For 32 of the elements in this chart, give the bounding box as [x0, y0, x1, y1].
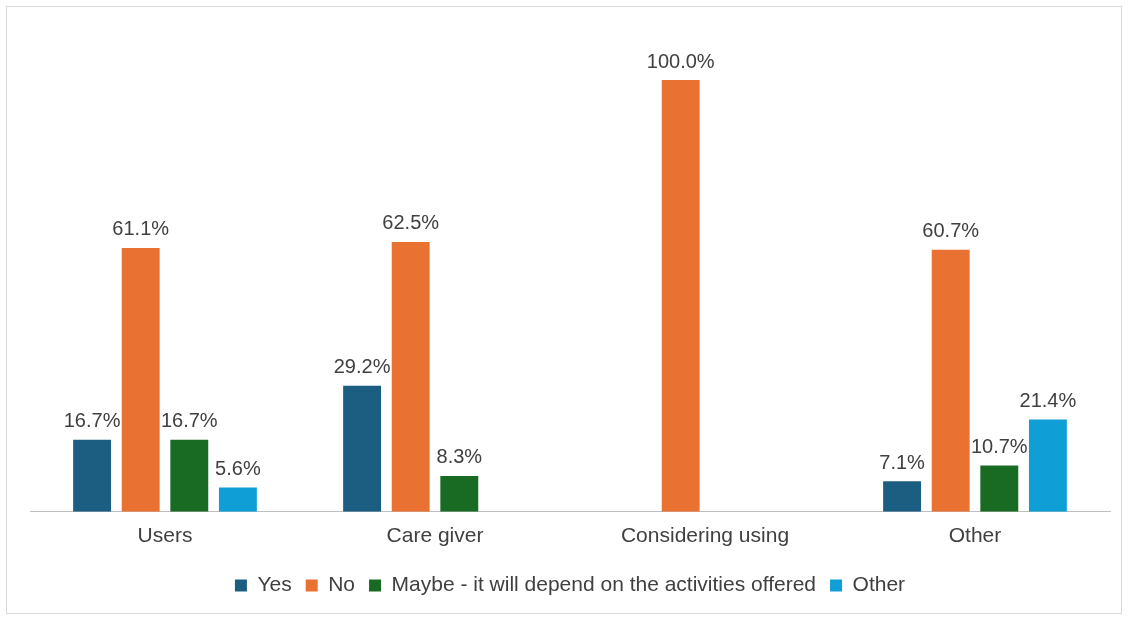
bar: [883, 481, 922, 512]
data-label: 16.7%: [160, 409, 218, 432]
data-label: 29.2%: [333, 355, 391, 378]
data-label: 10.7%: [970, 435, 1028, 458]
x-tick-label: Care giver: [386, 523, 484, 547]
data-label: 7.1%: [879, 450, 926, 473]
bar: [980, 465, 1019, 512]
bar: [661, 80, 700, 512]
legend-label: Yes: [257, 572, 292, 596]
x-tick-label: Other: [948, 523, 1002, 547]
legend-label: Maybe - it will depend on the activities offered: [391, 572, 817, 596]
bar: [73, 439, 112, 512]
x-tick-label: Users: [137, 523, 193, 547]
bar: [1028, 419, 1067, 512]
data-label: 16.7%: [63, 409, 121, 432]
data-label: 8.3%: [436, 445, 483, 468]
data-label: 5.6%: [215, 457, 261, 480]
bar: [121, 247, 160, 512]
legend-label: Other: [852, 572, 906, 596]
data-label: 21.4%: [1019, 388, 1077, 411]
data-label: 61.1%: [112, 217, 170, 240]
bar: [343, 385, 382, 512]
data-label: 100.0%: [646, 49, 715, 72]
bar: [391, 241, 430, 512]
data-label: 62.5%: [382, 211, 440, 234]
bar: [218, 487, 257, 512]
bar: [931, 249, 970, 512]
legend-label: No: [328, 572, 356, 596]
data-label: 60.7%: [922, 219, 980, 242]
bar: [170, 439, 209, 512]
bar: [440, 475, 479, 512]
x-tick-label: Considering using: [620, 523, 790, 547]
